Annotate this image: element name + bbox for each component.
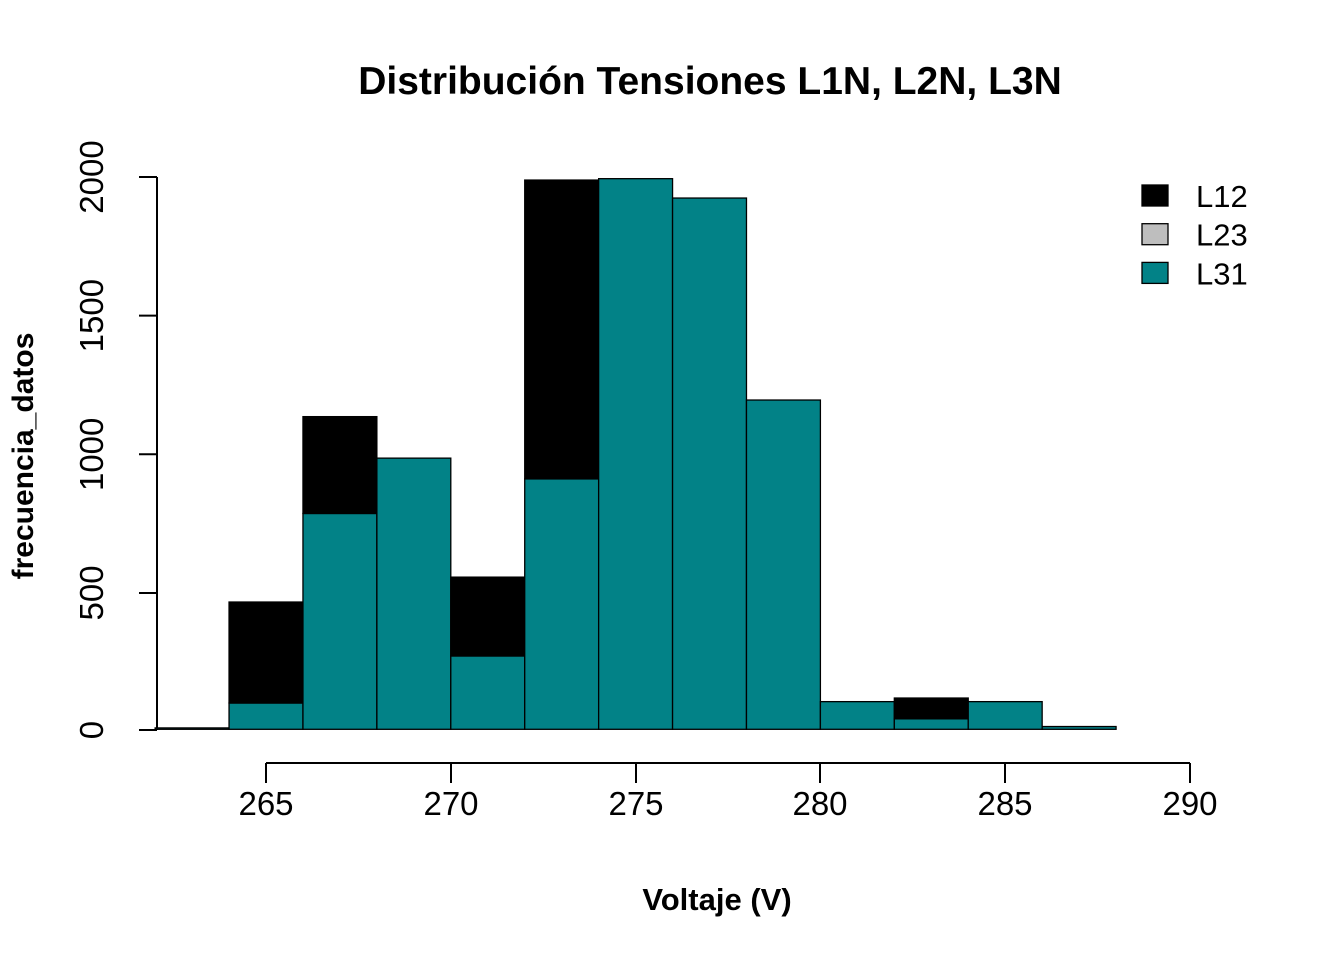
svg-text:1000: 1000: [73, 418, 110, 491]
svg-text:270: 270: [423, 785, 478, 822]
svg-text:frecuencia_datos: frecuencia_datos: [7, 333, 40, 580]
svg-text:280: 280: [792, 785, 847, 822]
svg-text:285: 285: [977, 785, 1032, 822]
svg-text:0: 0: [73, 721, 110, 739]
svg-text:265: 265: [238, 785, 293, 822]
svg-text:L12: L12: [1196, 179, 1248, 214]
svg-text:L23: L23: [1196, 218, 1248, 253]
svg-text:Distribución Tensiones L1N, L2: Distribución Tensiones L1N, L2N, L3N: [358, 60, 1062, 103]
svg-text:L31: L31: [1196, 256, 1248, 291]
svg-text:1500: 1500: [73, 279, 110, 352]
svg-text:275: 275: [608, 785, 663, 822]
svg-text:Voltaje (V): Voltaje (V): [642, 882, 791, 917]
svg-text:290: 290: [1162, 785, 1217, 822]
svg-text:2000: 2000: [73, 140, 110, 213]
svg-text:500: 500: [73, 565, 110, 620]
